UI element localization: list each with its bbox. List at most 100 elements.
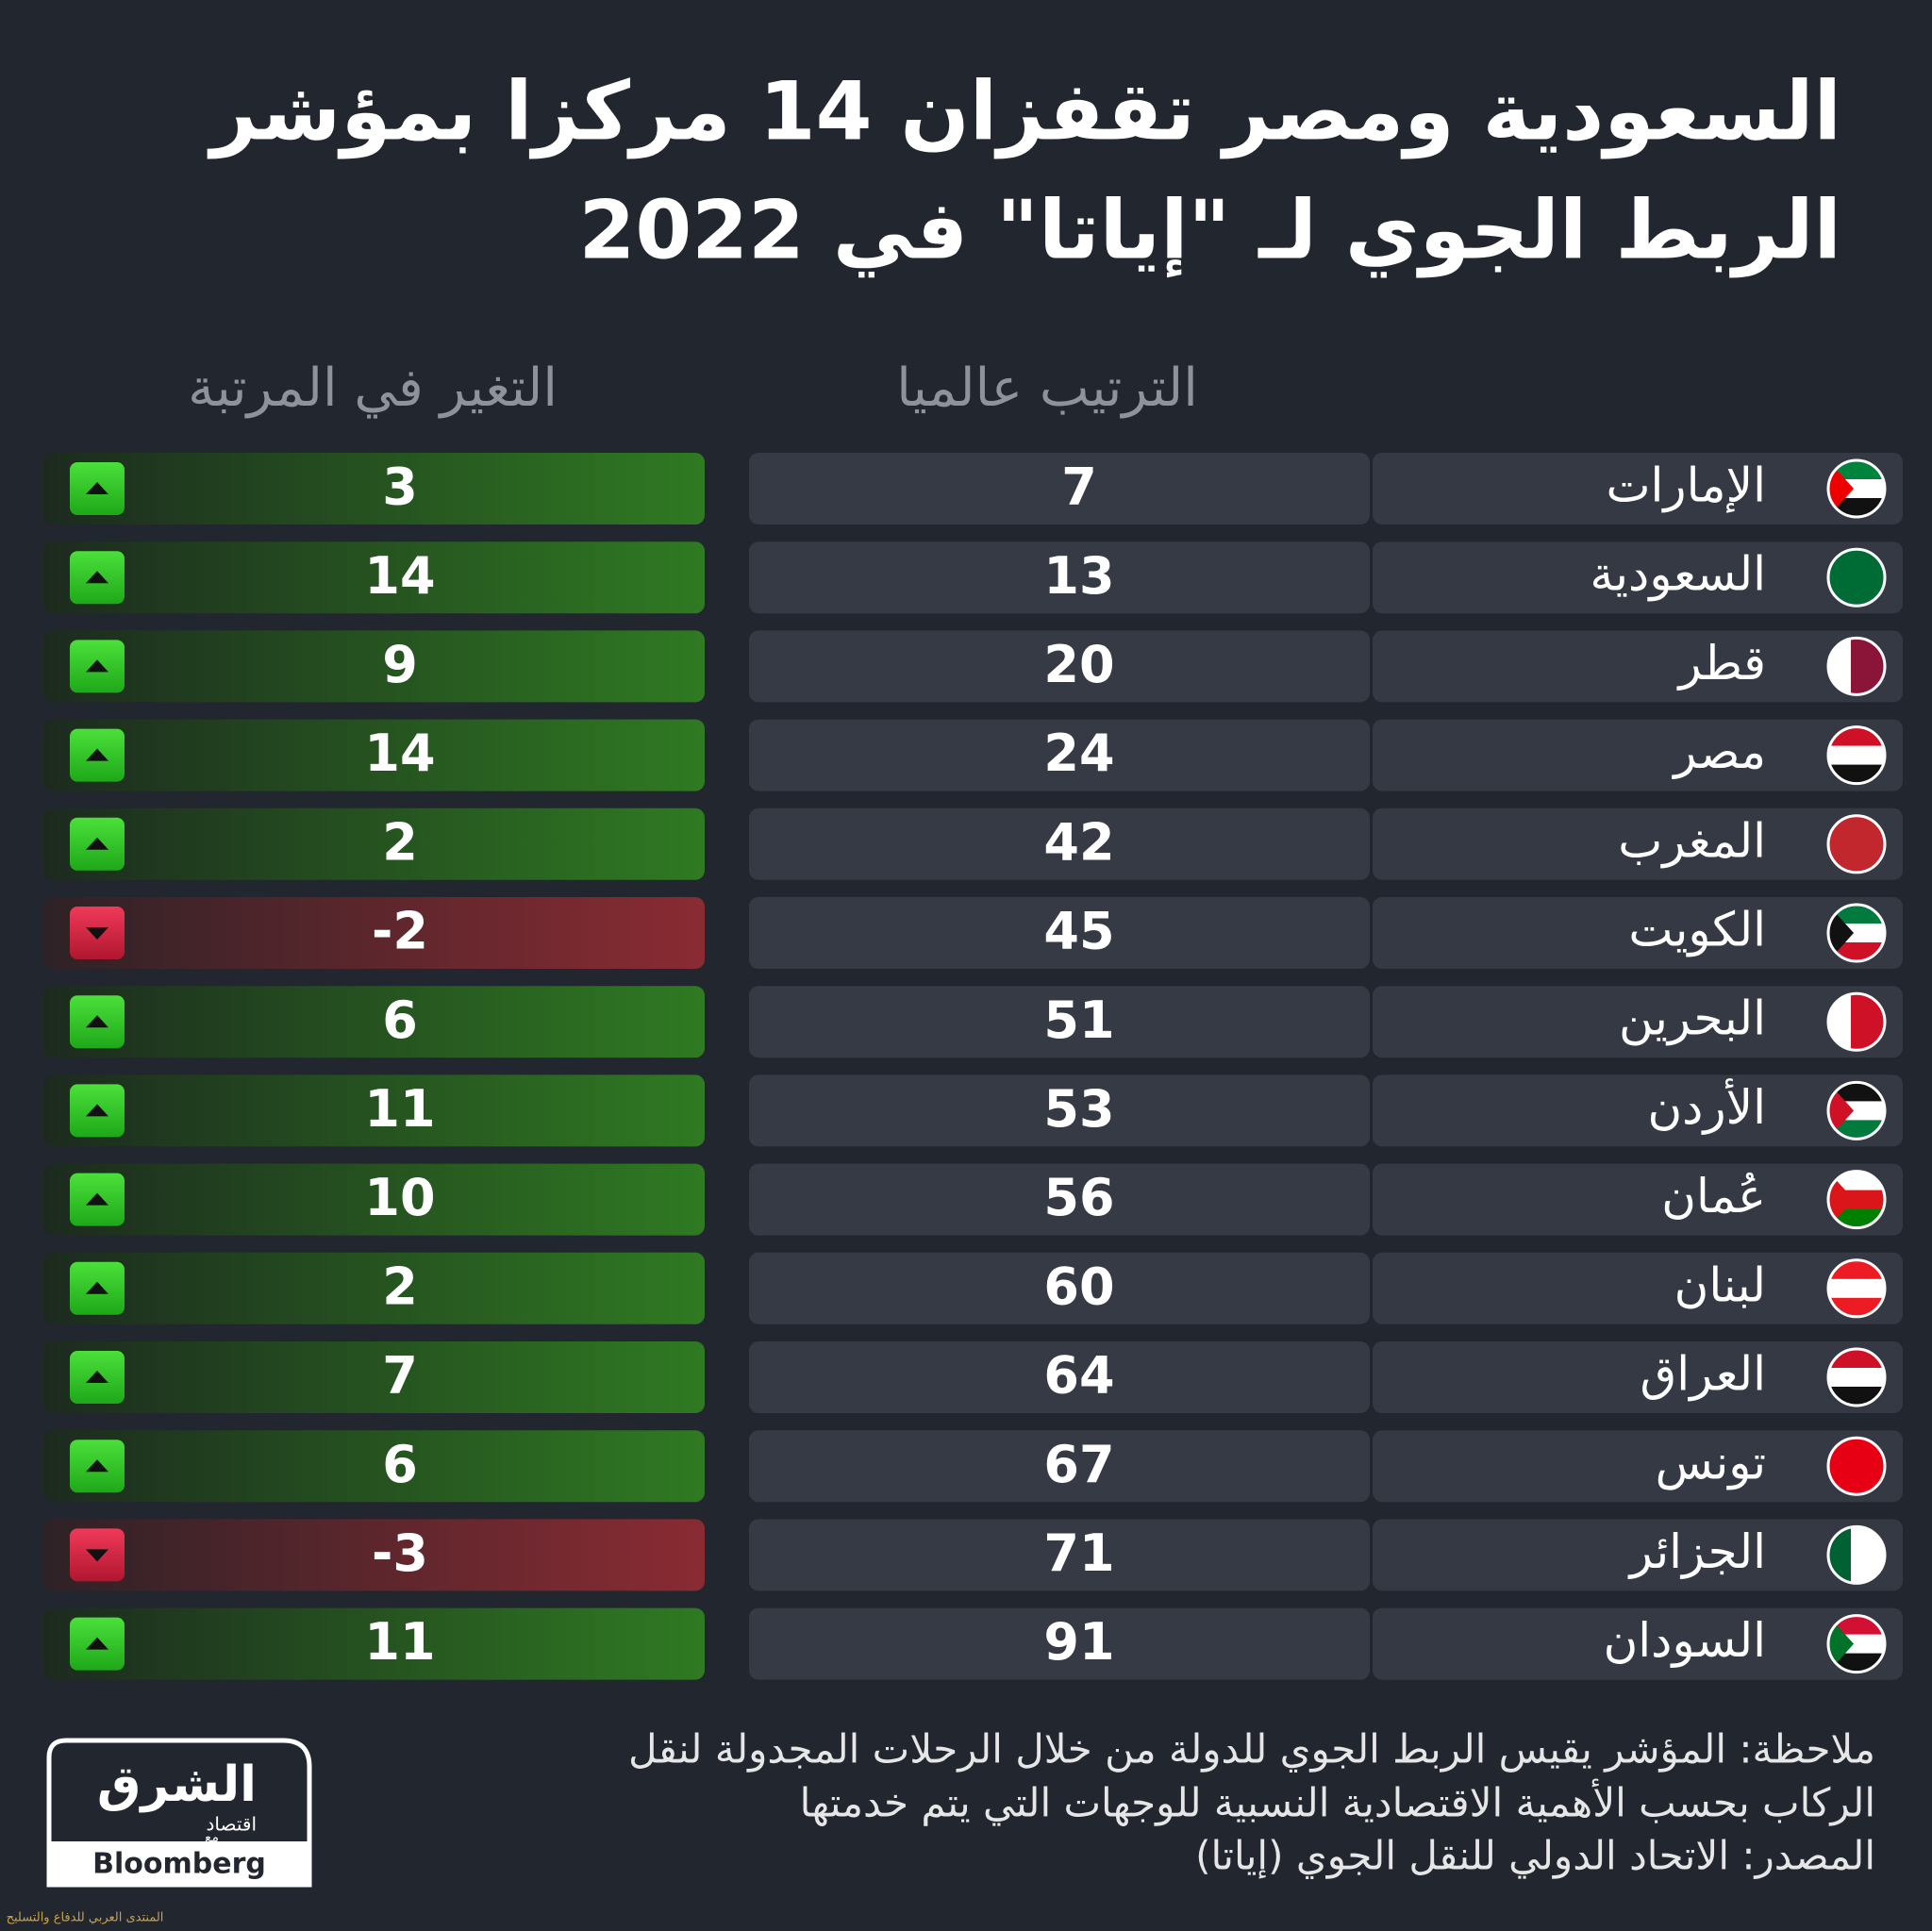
change-cell (43, 986, 705, 1058)
change-cell (43, 630, 705, 703)
flag-ring (1826, 1347, 1887, 1407)
rank-value: 24 (1043, 724, 1114, 783)
flag (1826, 1170, 1887, 1230)
flag-part (1828, 549, 1885, 607)
flag-ring (1826, 636, 1887, 696)
flag (1826, 458, 1887, 519)
flag-part (1828, 745, 1885, 766)
rank-value: 67 (1043, 1435, 1114, 1494)
flag (1826, 1436, 1887, 1496)
change-value: 2 (382, 812, 418, 872)
flag-ring (1826, 1524, 1887, 1585)
change-value: 6 (382, 990, 418, 1050)
change-cell (43, 453, 705, 524)
direction-arrow (86, 748, 108, 761)
rank-cell (749, 807, 1370, 880)
country-name: لبنان (1674, 1257, 1766, 1312)
rank-cell (749, 1519, 1370, 1591)
rank-value: 13 (1043, 546, 1114, 606)
rank-cell (749, 630, 1370, 703)
country-name: السودان (1604, 1613, 1766, 1668)
direction-arrow (86, 1549, 108, 1562)
rank-value: 91 (1043, 1612, 1114, 1672)
direction-arrow (86, 1371, 108, 1383)
rank-value: 45 (1043, 902, 1114, 961)
change-cell (43, 541, 705, 614)
title-line: السعودية ومصر تقفزان 14 مركزا بمؤشر (207, 64, 1841, 158)
direction-arrow (86, 927, 108, 940)
flag-part (1828, 460, 1854, 517)
flag-body (1828, 549, 1885, 607)
direction-arrow (86, 659, 108, 673)
country-name: عُمان (1661, 1169, 1766, 1224)
logo-section: اقتصاد (207, 1813, 258, 1836)
country-cell (1373, 1607, 1903, 1680)
country-cell (1373, 1163, 1903, 1236)
change-cell (43, 1163, 705, 1236)
rank-cell (749, 1430, 1370, 1503)
rank-cell (749, 1074, 1370, 1147)
change-cell (43, 807, 705, 880)
rank-cell (749, 986, 1370, 1058)
flag-ring (1826, 1436, 1887, 1496)
flag-ring (1826, 458, 1887, 519)
table: الإمارات 7 3 السعودية 13 14 قطر 20 9 مصر 24 14 المغر… (43, 453, 1903, 1680)
note: الركاب بحسب الأهمية الاقتصادية النسبية ل… (800, 1778, 1875, 1827)
country-name: الإمارات (1606, 458, 1766, 513)
rank-cell (749, 1252, 1370, 1324)
direction-arrow (86, 1015, 108, 1028)
change-value: -2 (372, 902, 428, 961)
rank-value: 51 (1043, 990, 1114, 1050)
flag-ring (1826, 1258, 1887, 1319)
direction-arrow (86, 1459, 108, 1473)
rank-value: 42 (1043, 812, 1114, 872)
rank-cell (749, 1607, 1370, 1680)
flag-body (1828, 815, 1885, 873)
country-name: الكويت (1628, 903, 1766, 957)
country-cell (1373, 1074, 1903, 1147)
logo-partner: Bloomberg (92, 1848, 266, 1881)
direction-arrow (86, 571, 108, 584)
source: المصدر: الاتحاد الدولي للنقل الجوي (إيات… (1195, 1833, 1875, 1880)
logo-with: مع (205, 1830, 219, 1845)
rank-cell (749, 453, 1370, 524)
country-cell (1373, 1252, 1903, 1324)
change-cell (43, 1341, 705, 1413)
direction-arrow (86, 1192, 108, 1206)
flag-ring (1826, 903, 1887, 963)
rank-value: 7 (1061, 458, 1097, 517)
flag-part (1828, 1615, 1854, 1673)
country-name: قطر (1675, 636, 1766, 691)
flag (1826, 1080, 1887, 1140)
change-cell (43, 1252, 705, 1324)
flag (1826, 636, 1887, 696)
flag (1826, 814, 1887, 874)
rank-value: 56 (1043, 1168, 1114, 1227)
flag-part (1828, 1278, 1885, 1299)
country-name: تونس (1656, 1436, 1766, 1490)
note: ملاحظة: المؤشر يقيس الربط الجوي للدولة م… (628, 1726, 1875, 1773)
change-value: 14 (364, 724, 435, 783)
change-cell (43, 1430, 705, 1503)
change-value: 14 (364, 546, 435, 606)
country-cell (1373, 1519, 1903, 1591)
change-cell (43, 1074, 705, 1147)
change-cell (43, 1607, 705, 1680)
change-cell (43, 1519, 705, 1591)
change-value: 2 (382, 1257, 418, 1316)
country-name: العراق (1640, 1347, 1766, 1402)
flag-ring (1826, 1170, 1887, 1230)
change-cell (43, 719, 705, 791)
rank-value: 20 (1043, 635, 1114, 694)
column-header: الترتيب عالميا (896, 358, 1198, 419)
flag-part (1828, 1368, 1885, 1388)
country-cell (1373, 897, 1903, 969)
change-value: 7 (382, 1346, 418, 1406)
change-value: 9 (382, 635, 418, 694)
country-name: السعودية (1590, 547, 1766, 602)
country-cell (1373, 453, 1903, 524)
rank-cell (749, 897, 1370, 969)
country-cell (1373, 1341, 1903, 1413)
rank-cell (749, 541, 1370, 614)
